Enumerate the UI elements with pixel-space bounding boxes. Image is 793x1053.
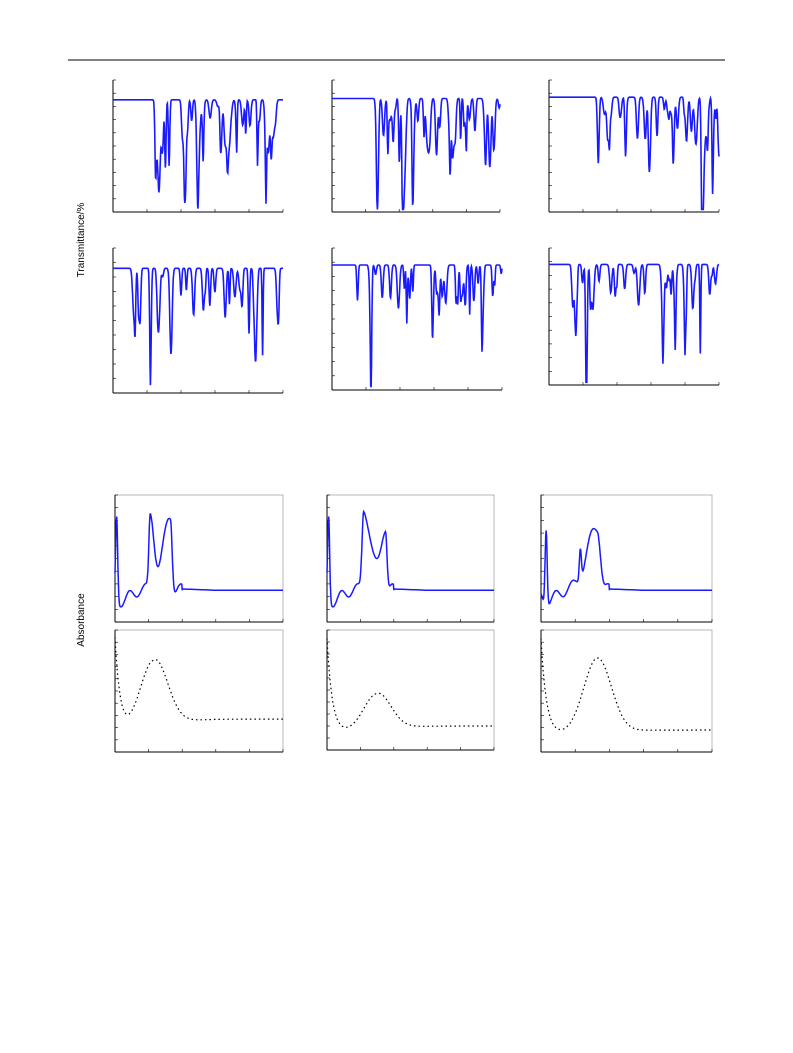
spectrum: [540, 527, 712, 605]
spectrum: [332, 263, 503, 388]
panel-frame: [114, 629, 284, 753]
figure: [112, 79, 720, 753]
spectrum: [540, 638, 712, 731]
spectrum: [326, 638, 494, 728]
spectrum: [326, 509, 494, 608]
panel-frame: [326, 494, 495, 623]
ir-axis-label: Transmittance/%: [76, 203, 87, 278]
spectrum: [549, 95, 720, 211]
panel-frame: [540, 494, 713, 623]
spectrum: [113, 267, 283, 386]
uv-axis-label: Absorbance: [76, 593, 87, 647]
panel-frame: [540, 629, 713, 753]
panel-frame: [326, 629, 495, 751]
spectrum: [114, 637, 283, 721]
spectrum: [332, 97, 501, 211]
spectrum: [114, 513, 283, 608]
spectrum: [549, 263, 720, 384]
spectrum: [113, 98, 283, 209]
panel-frame: [114, 494, 284, 623]
